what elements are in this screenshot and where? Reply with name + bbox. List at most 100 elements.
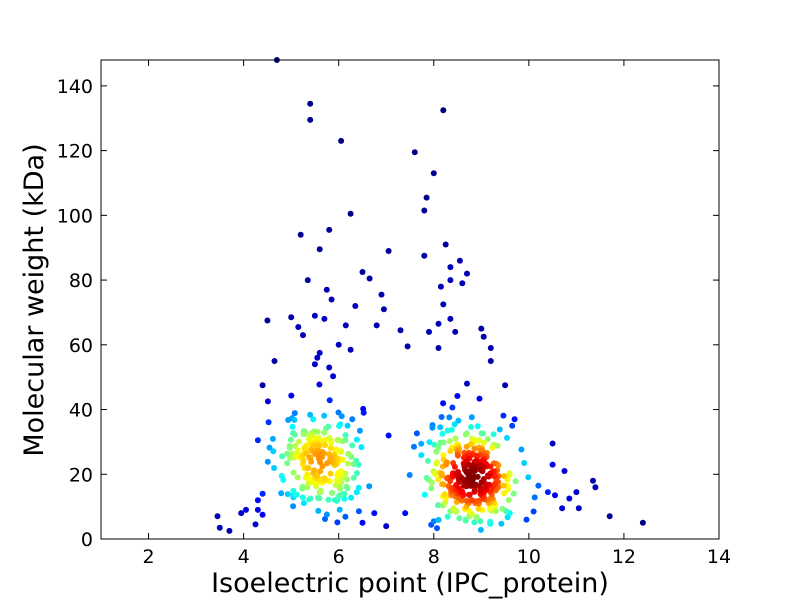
data-point	[334, 519, 341, 526]
data-point	[435, 516, 442, 523]
data-point	[606, 513, 613, 520]
data-point	[439, 430, 446, 437]
data-point	[305, 465, 312, 471]
data-point	[314, 354, 321, 361]
data-point	[341, 495, 348, 502]
data-point	[278, 490, 285, 497]
data-point	[462, 516, 469, 523]
data-point	[356, 427, 363, 434]
data-point	[289, 423, 296, 430]
data-point	[424, 457, 431, 464]
data-point	[440, 439, 447, 446]
data-point	[471, 473, 478, 480]
data-point	[575, 505, 582, 512]
data-point	[297, 231, 304, 238]
data-point	[435, 476, 442, 483]
data-point	[452, 435, 459, 442]
data-point	[499, 505, 506, 512]
data-point	[466, 491, 472, 498]
data-point	[404, 343, 411, 350]
data-point	[447, 315, 454, 322]
data-point	[512, 478, 519, 485]
data-point	[359, 519, 366, 526]
data-point	[317, 459, 324, 466]
data-point	[243, 506, 249, 513]
data-point	[592, 484, 599, 491]
data-point	[447, 448, 454, 454]
data-point	[483, 481, 490, 488]
data-point	[477, 518, 484, 525]
data-point	[254, 437, 261, 444]
data-point	[291, 410, 298, 417]
data-point	[304, 471, 311, 478]
data-point	[290, 469, 297, 476]
data-point	[489, 444, 496, 451]
data-point	[431, 441, 438, 448]
data-point	[380, 306, 387, 313]
data-point	[504, 434, 510, 441]
data-point	[339, 474, 346, 481]
data-point	[531, 494, 538, 501]
data-point	[325, 496, 332, 503]
data-point	[438, 414, 445, 420]
data-point	[343, 483, 350, 490]
data-point	[492, 508, 499, 515]
data-point	[293, 491, 300, 498]
y-tick-label: 140	[57, 76, 93, 98]
data-point	[322, 516, 328, 522]
data-point	[475, 505, 482, 512]
data-point	[535, 482, 542, 489]
data-point	[549, 440, 556, 447]
data-point	[349, 416, 356, 423]
data-point	[321, 412, 328, 419]
data-point	[269, 435, 276, 442]
data-point	[323, 511, 330, 518]
data-point	[330, 373, 337, 380]
data-point	[464, 380, 470, 387]
data-point	[421, 207, 428, 214]
data-point	[284, 460, 291, 467]
data-point	[406, 472, 413, 478]
data-point	[264, 317, 271, 324]
data-point	[505, 497, 512, 504]
data-point	[350, 474, 357, 481]
data-point	[397, 327, 404, 334]
data-point	[455, 417, 462, 424]
data-point	[385, 248, 392, 254]
data-point	[347, 210, 354, 217]
data-point	[464, 270, 470, 277]
data-point	[334, 437, 341, 443]
data-point	[451, 463, 458, 470]
y-tick-label: 0	[81, 529, 93, 551]
y-tick-label: 120	[57, 141, 93, 163]
data-point	[518, 446, 525, 453]
data-point	[266, 444, 273, 451]
data-point	[336, 492, 343, 499]
data-point	[342, 322, 349, 329]
data-point	[444, 513, 451, 520]
data-point	[336, 423, 343, 429]
data-point	[478, 479, 485, 486]
data-point	[355, 508, 362, 515]
plot-frame	[100, 59, 720, 540]
data-point	[440, 107, 447, 114]
data-point	[271, 465, 278, 471]
data-point	[428, 479, 435, 486]
data-point	[566, 495, 573, 502]
data-point	[337, 449, 344, 455]
data-point	[334, 477, 341, 484]
data-point	[311, 361, 318, 368]
data-point	[308, 458, 315, 465]
data-point	[501, 473, 508, 479]
data-point	[290, 503, 297, 510]
data-point	[443, 461, 449, 468]
data-point	[573, 489, 580, 496]
data-point	[366, 483, 373, 490]
data-point	[506, 470, 513, 477]
data-point	[544, 489, 551, 496]
data-point	[344, 422, 351, 429]
data-point	[326, 226, 333, 233]
data-point	[317, 487, 324, 494]
